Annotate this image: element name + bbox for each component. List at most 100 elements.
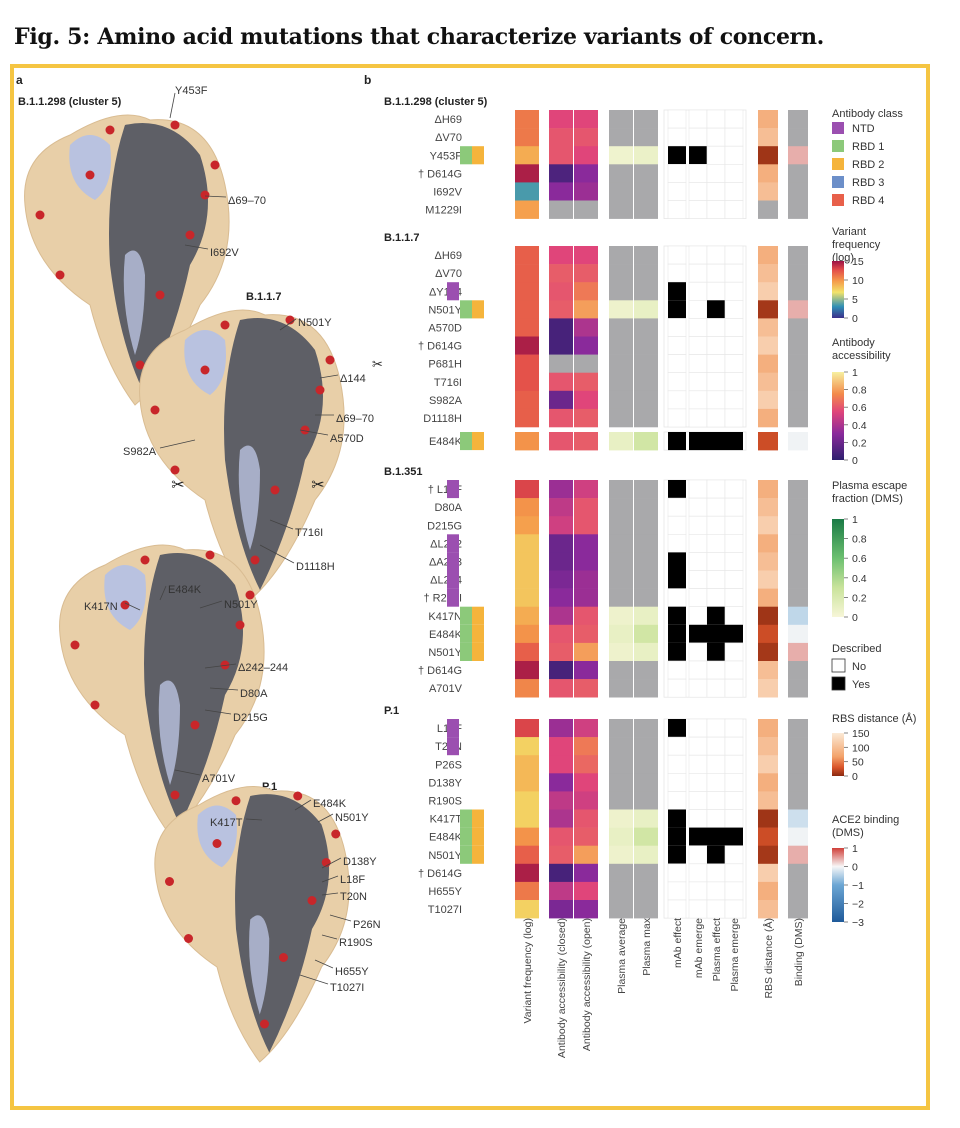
- cell-variant-frequency: [515, 661, 539, 680]
- cell-variant-frequency: [515, 516, 539, 535]
- mutation-row-label: D1118H: [423, 413, 462, 425]
- cell-described: [667, 245, 687, 265]
- cell-plasma-max: [634, 588, 658, 607]
- cell-described: [667, 899, 687, 919]
- heatmap-row: ΔH69: [434, 245, 808, 265]
- cell-rbs-distance: [758, 661, 778, 680]
- cell-ace2-binding: [788, 773, 808, 792]
- cell-described: [707, 845, 725, 864]
- cell-described: [668, 606, 686, 625]
- mutation-site: [55, 270, 65, 280]
- cell-accessibility-closed: [549, 534, 573, 553]
- cell-described: [724, 642, 744, 662]
- cell-variant-frequency: [515, 570, 539, 589]
- cell-variant-frequency: [515, 282, 539, 301]
- cell-described: [688, 678, 708, 698]
- cell-described: [688, 863, 708, 883]
- cell-described: [688, 845, 708, 865]
- cell-plasma-max: [634, 863, 658, 883]
- legend-title: Described: [832, 643, 882, 655]
- heatmap-row: D138Y: [428, 772, 808, 792]
- cell-described: [706, 408, 726, 428]
- mutation-site: [315, 385, 325, 395]
- cell-described: [724, 606, 744, 626]
- cell-rbs-distance: [758, 516, 778, 535]
- cell-accessibility-open: [574, 182, 598, 201]
- mutation-row-label: D215G: [427, 520, 462, 532]
- cell-plasma-average: [609, 809, 633, 828]
- cell-described: [667, 390, 687, 410]
- cell-plasma-max: [634, 827, 658, 846]
- cell-described: [707, 606, 725, 625]
- cell-described: [706, 263, 726, 283]
- cell-ace2-binding: [788, 318, 808, 337]
- cell-ace2-binding: [788, 881, 808, 901]
- cell-rbs-distance: [758, 336, 778, 355]
- cell-described: [668, 845, 686, 864]
- cell-described: [668, 719, 686, 738]
- cell-described: [706, 863, 726, 883]
- cell-rbs-distance: [758, 110, 778, 129]
- cell-ace2-binding: [788, 719, 808, 738]
- mutation-site: [150, 405, 160, 415]
- label-leader-line: [184, 244, 209, 250]
- cell-plasma-max: [634, 300, 658, 319]
- cell-accessibility-open: [574, 719, 598, 738]
- antibody-class-mark: [472, 432, 484, 451]
- legend-tick-label: 5: [852, 294, 858, 306]
- antibody-class-mark: [447, 588, 459, 607]
- cell-described: [667, 497, 687, 517]
- cell-described: [706, 245, 726, 265]
- legend-label: RBD 1: [852, 141, 884, 153]
- cell-plasma-average: [609, 354, 633, 373]
- legend-title: fraction (DMS): [832, 493, 903, 505]
- mutation-row-label: N501Y: [428, 304, 462, 316]
- cell-accessibility-closed: [549, 881, 573, 901]
- cell-plasma-average: [609, 432, 633, 451]
- cell-ace2-binding: [788, 354, 808, 373]
- cell-described: [688, 318, 708, 337]
- cell-ace2-binding: [788, 516, 808, 535]
- cell-described: [724, 570, 744, 589]
- cell-described: [724, 318, 744, 337]
- label-leader-line: [299, 429, 329, 436]
- cell-described: [668, 282, 686, 301]
- cell-described: [688, 570, 708, 589]
- cell-described: [706, 552, 726, 571]
- cell-described: [724, 845, 744, 865]
- cell-ace2-binding: [788, 570, 808, 589]
- antibody-class-mark: [472, 845, 484, 864]
- cell-plasma-max: [634, 372, 658, 392]
- column-header: mAb emerge: [693, 918, 705, 978]
- mutation-site: [293, 791, 303, 801]
- cell-accessibility-closed: [549, 282, 573, 301]
- cell-described: [667, 881, 687, 901]
- cell-rbs-distance: [758, 246, 778, 265]
- cell-ace2-binding: [788, 809, 808, 828]
- cell-described: [689, 827, 707, 846]
- cell-rbs-distance: [758, 624, 778, 644]
- mutation-site: [165, 877, 174, 886]
- mutation-site: [250, 555, 260, 565]
- cell-accessibility-open: [574, 372, 598, 392]
- cell-described: [724, 772, 744, 792]
- cell-described: [688, 182, 708, 201]
- cell-plasma-average: [609, 737, 633, 756]
- cell-described: [688, 336, 708, 355]
- legend-tick-label: 0.4: [852, 573, 867, 585]
- cell-ace2-binding: [788, 552, 808, 571]
- cell-accessibility-closed: [549, 755, 573, 774]
- cell-ace2-binding: [788, 498, 808, 517]
- cell-described: [706, 479, 726, 499]
- cell-variant-frequency: [515, 336, 539, 355]
- cell-accessibility-closed: [549, 480, 573, 499]
- cell-variant-frequency: [515, 300, 539, 319]
- heatmap-row: D80A: [434, 497, 808, 517]
- cell-variant-frequency: [515, 679, 539, 698]
- heatmap-row: H655Y: [428, 881, 808, 901]
- spike-blue-domain: [158, 680, 180, 785]
- mutation-label: H655Y: [335, 966, 369, 978]
- cell-described: [688, 772, 708, 792]
- mutation-site: [90, 700, 100, 710]
